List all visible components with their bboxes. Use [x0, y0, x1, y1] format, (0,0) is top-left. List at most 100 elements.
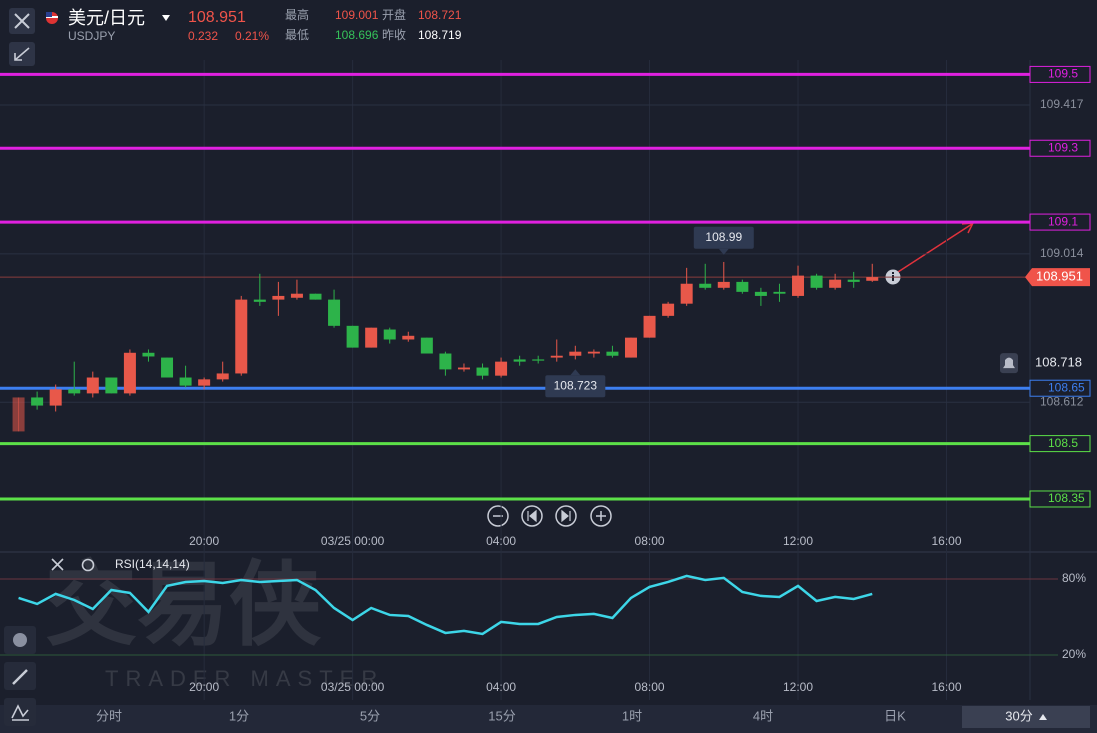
scroll-start-button[interactable] [521, 505, 543, 527]
candle-body [346, 325, 359, 348]
timeframe-tab[interactable]: 1时 [622, 708, 642, 723]
candle-body [216, 373, 229, 380]
candle-body [420, 337, 433, 354]
extreme-marker-pointer [570, 369, 581, 376]
prev-close-label: 昨收 [382, 28, 406, 42]
candle-body [86, 377, 99, 394]
price-level-label: 108.35 [1048, 491, 1085, 505]
candle-body [142, 352, 155, 357]
candle-body [198, 379, 211, 386]
candle-body [439, 353, 452, 370]
candle-body [365, 327, 378, 348]
candle-body [235, 299, 248, 374]
candle-body [68, 389, 81, 394]
timeframe-tab[interactable]: 15分 [488, 708, 515, 723]
x-tick-label: 03/25 00:00 [321, 534, 385, 548]
candle-body [123, 352, 136, 394]
rsi-close-button[interactable] [51, 558, 64, 571]
timeframe-tab[interactable]: 1分 [229, 708, 249, 723]
candle-body [49, 389, 62, 406]
x-tick-label: 16:00 [931, 680, 961, 694]
last-price: 108.951 [188, 9, 246, 26]
collapse-button[interactable] [9, 42, 35, 66]
candle-body [624, 337, 637, 358]
price-level-label: 109.5 [1048, 67, 1078, 81]
timeframe-tab[interactable]: 4时 [753, 708, 773, 723]
draw-tool[interactable] [4, 662, 36, 690]
symbol-dropdown[interactable] [162, 15, 170, 21]
indicator-tool[interactable] [4, 626, 36, 654]
candle-body [328, 299, 341, 326]
timeframe-tab[interactable]: 30分 [962, 706, 1090, 728]
x-tick-label: 16:00 [931, 534, 961, 548]
chart-tool[interactable] [4, 698, 36, 726]
timeframe-tab-label[interactable]: 15分 [488, 708, 515, 723]
rsi-tick-label: 20% [1062, 647, 1086, 661]
candle-body [643, 315, 656, 338]
alert-bell-icon [1003, 357, 1015, 369]
high-value: 109.001 [335, 8, 379, 22]
x-tick-label: 08:00 [635, 680, 665, 694]
rsi-line [18, 574, 873, 636]
x-tick-label: 20:00 [189, 680, 219, 694]
watermark-brand: 交易侠 [45, 554, 322, 656]
timeframe-tab-label[interactable]: 1分 [229, 708, 249, 723]
candle-body [810, 275, 823, 288]
timeframe-tab-label[interactable]: 4时 [753, 708, 773, 723]
candle-body [587, 351, 600, 354]
watermark-brand-en: TRADER MASTER [105, 666, 384, 691]
extreme-marker-box [545, 375, 606, 398]
candle-body [717, 281, 730, 288]
timeframe-tab[interactable]: 分时 [96, 708, 122, 723]
timeframe-tab-label[interactable]: 30分 [1005, 708, 1032, 723]
timeframe-tab[interactable]: 5分 [360, 708, 380, 723]
current-price-label: 108.951 [1036, 269, 1083, 284]
timeframe-tab-label[interactable]: 分时 [96, 708, 122, 723]
prev-close-value: 108.719 [418, 28, 462, 42]
y-tick-label: 108.612 [1040, 394, 1084, 408]
candle-body [105, 377, 118, 394]
low-label: 最低 [285, 28, 309, 42]
chart-layer: 20:00 20:00 03/25 00:00 03/25 00:00 04:00 04:… [0, 60, 1091, 700]
symbol-code: USDJPY [68, 29, 115, 43]
active-tab-background [962, 706, 1090, 728]
price-level-tag [1029, 213, 1091, 231]
current-price-tag [1025, 268, 1090, 287]
close-button[interactable] [9, 8, 35, 34]
y-tick-label: 109.417 [1040, 97, 1084, 111]
x-tick-label: 12:00 [783, 680, 813, 694]
scroll-end-button[interactable] [555, 505, 577, 527]
candle-body [550, 355, 563, 358]
candle-body [402, 335, 415, 340]
zoom-in-button[interactable] [590, 505, 612, 527]
y-tick-label: 109.014 [1040, 246, 1084, 260]
price-level-tag [1029, 490, 1091, 508]
price-change-pct: 0.21% [235, 29, 269, 43]
symbol-name[interactable]: 美元/日元 [68, 8, 145, 28]
candle-body [569, 351, 582, 356]
x-tick-label: 12:00 [783, 534, 813, 548]
price-level-label: 108.65 [1048, 380, 1085, 394]
candle-body [31, 397, 44, 406]
candle-body [161, 357, 174, 378]
candle-body [476, 367, 489, 376]
rsi-settings-button[interactable] [81, 558, 95, 572]
x-tick-label: 04:00 [486, 680, 516, 694]
price-level-label: 108.5 [1048, 436, 1078, 450]
candle-body [829, 279, 842, 288]
price-level-tag [1029, 65, 1091, 83]
candle-body [290, 293, 303, 298]
timeframe-tab-label[interactable]: 1时 [622, 708, 642, 723]
candle-body [457, 367, 470, 370]
timeframe-tab[interactable]: 日K [884, 708, 906, 723]
open-label: 开盘 [382, 7, 406, 22]
price-level-tag [1029, 379, 1091, 397]
candle-body [606, 351, 619, 356]
price-change: 0.232 [188, 29, 218, 43]
candle-body [253, 299, 266, 302]
price-level-tag [1029, 435, 1091, 453]
timeframe-tab-label[interactable]: 日K [884, 708, 906, 723]
x-tick-label: 04:00 [486, 534, 516, 548]
timeframe-tab-label[interactable]: 5分 [360, 708, 380, 723]
